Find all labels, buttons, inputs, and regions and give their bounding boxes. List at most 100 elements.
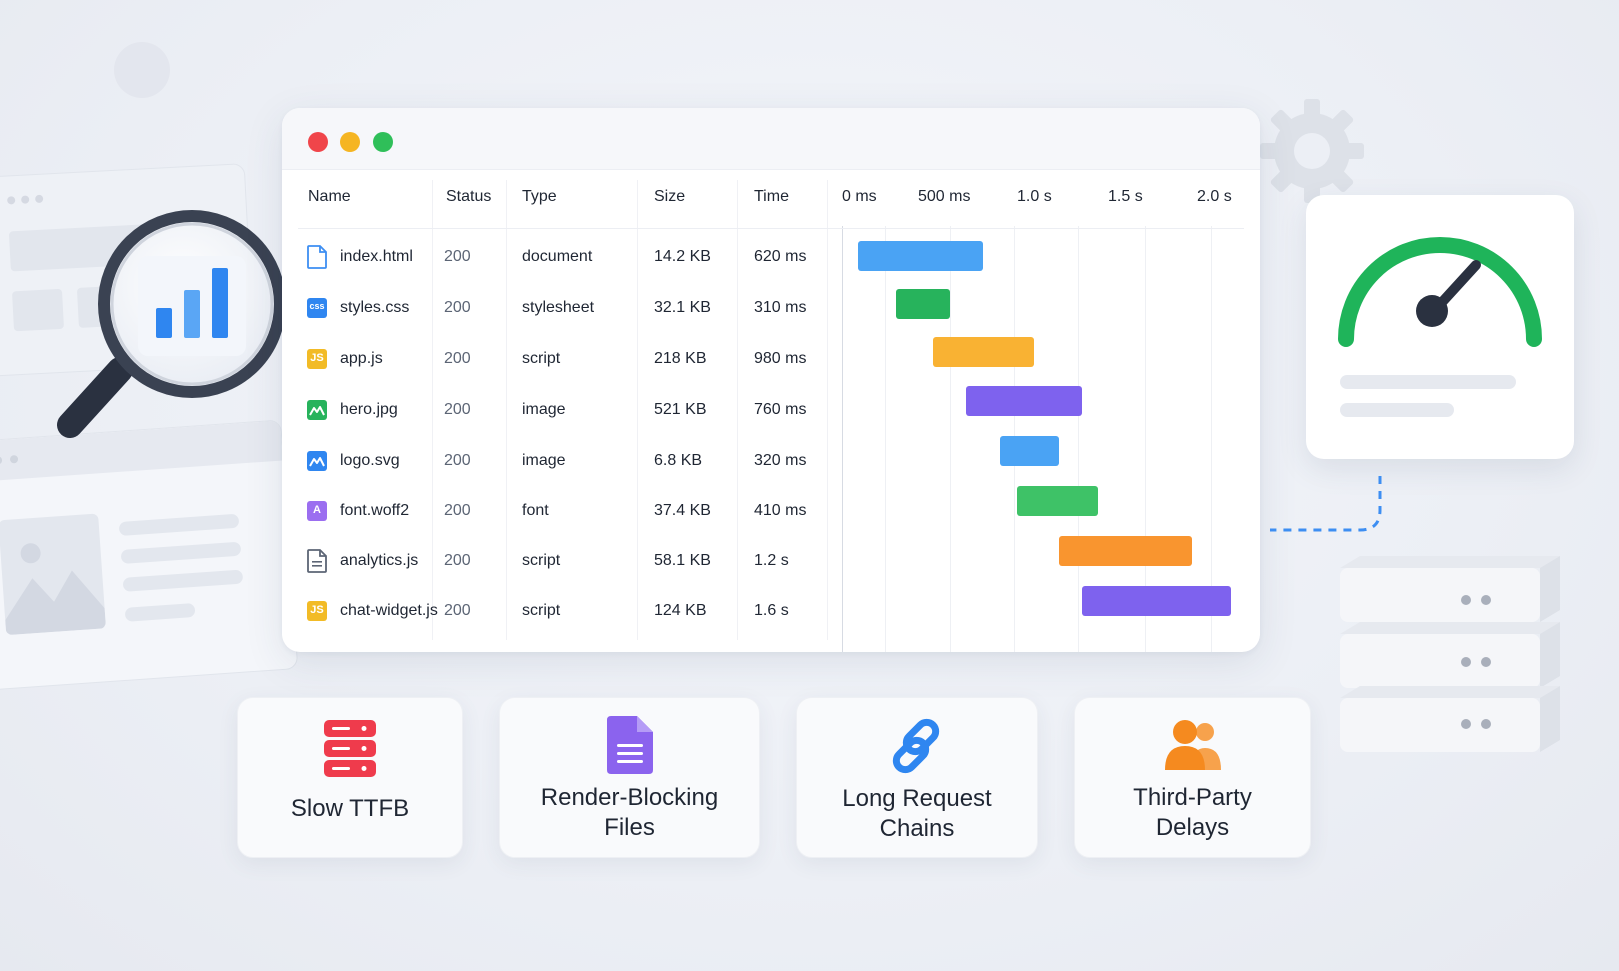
file-name: hero.jpg (340, 401, 398, 418)
card-label-line-1: Render-Blocking (540, 784, 719, 811)
load-time: 620 ms (754, 248, 807, 265)
load-time: 980 ms (754, 350, 807, 367)
minimize-window-button[interactable] (340, 132, 360, 152)
status-code: 200 (444, 350, 471, 367)
file-size: 37.4 KB (654, 502, 711, 519)
card-label: Slow TTFB (290, 795, 410, 822)
image-file-icon (306, 449, 328, 473)
waterfall-bar-hero.jpg[interactable] (966, 386, 1082, 416)
column-header-size[interactable]: Size (654, 188, 686, 205)
dashed-connector (1270, 476, 1382, 532)
table-row[interactable]: hero.jpg 200 image 521 KB 760 ms (282, 386, 1260, 436)
file-name: font.woff2 (340, 502, 410, 519)
file-size: 124 KB (654, 602, 707, 619)
timeline-tick-1: 500 ms (918, 188, 971, 205)
load-time: 1.2 s (754, 552, 789, 569)
magnifier-chart-icon (57, 210, 286, 438)
window-titlebar (282, 108, 1260, 170)
file-name: logo.svg (340, 452, 400, 469)
file-icon-label: A (313, 504, 321, 516)
speedometer-icon (1338, 237, 1542, 347)
link-chain-icon (892, 718, 940, 774)
file-name: chat-widget.js (340, 602, 438, 619)
gear-icon (1260, 99, 1364, 203)
waterfall-bar-analytics.js[interactable] (1059, 536, 1192, 566)
timeline-tick-4: 2.0 s (1197, 188, 1232, 205)
performance-gauge-card (1306, 195, 1574, 459)
table-row[interactable]: JS chat-widget.js 200 script 124 KB 1.6 s (282, 587, 1260, 637)
load-time: 310 ms (754, 299, 807, 316)
status-code: 200 (444, 299, 471, 316)
css-file-icon: css (306, 296, 328, 320)
html-file-icon (306, 245, 328, 269)
network-panel-window: Name Status Type Size Time 0 ms 500 ms 1… (282, 108, 1260, 652)
status-code: 200 (444, 602, 471, 619)
font-file-icon: A (306, 499, 328, 523)
timeline-tick-0: 0 ms (842, 188, 877, 205)
server-stack-illustration (1340, 556, 1560, 752)
column-header-type[interactable]: Type (522, 188, 557, 205)
background-webpage-illustration (0, 419, 299, 691)
column-header-time[interactable]: Time (754, 188, 789, 205)
status-code: 200 (444, 502, 471, 519)
file-name: app.js (340, 350, 383, 367)
resource-type: script (522, 552, 561, 569)
decorative-circle (114, 42, 170, 98)
card-label-line-2: Delays (1155, 814, 1230, 841)
waterfall-bar-logo.svg[interactable] (1000, 436, 1059, 466)
resource-type: font (522, 502, 549, 519)
file-size: 14.2 KB (654, 248, 711, 265)
load-time: 320 ms (754, 452, 807, 469)
status-code: 200 (444, 248, 471, 265)
close-window-button[interactable] (308, 132, 328, 152)
js-file-icon: JS (306, 347, 328, 371)
table-row[interactable]: logo.svg 200 image 6.8 KB 320 ms (282, 437, 1260, 487)
timeline-tick-3: 1.5 s (1108, 188, 1143, 205)
file-size: 58.1 KB (654, 552, 711, 569)
card-third-party-delays[interactable]: Third-Party Delays (1074, 697, 1311, 858)
column-header-status[interactable]: Status (446, 188, 492, 205)
users-icon (1164, 720, 1221, 770)
card-label-line-2: Files (604, 814, 655, 841)
card-render-blocking-files[interactable]: Render-Blocking Files (499, 697, 760, 858)
file-icon-label: JS (310, 352, 324, 364)
status-code: 200 (444, 401, 471, 418)
resource-type: image (522, 401, 566, 418)
waterfall-start-line (842, 226, 843, 652)
table-row[interactable]: css styles.css 200 stylesheet 32.1 KB 310 ms (282, 284, 1260, 334)
table-row[interactable]: analytics.js 200 script 58.1 KB 1.2 s (282, 537, 1260, 587)
resource-type: script (522, 602, 561, 619)
column-header-name[interactable]: Name (308, 188, 351, 205)
table-row[interactable]: JS app.js 200 script 218 KB 980 ms (282, 335, 1260, 385)
resource-type: image (522, 452, 566, 469)
table-row[interactable]: index.html 200 document 14.2 KB 620 ms (282, 233, 1260, 283)
waterfall-bar-index.html[interactable] (858, 241, 983, 271)
timeline-tick-2: 1.0 s (1017, 188, 1052, 205)
maximize-window-button[interactable] (373, 132, 393, 152)
waterfall-bar-app.js[interactable] (933, 337, 1034, 367)
image-placeholder-icon (0, 513, 107, 636)
card-slow-ttfb[interactable]: Slow TTFB (237, 697, 463, 858)
waterfall-bar-font.woff2[interactable] (1017, 486, 1098, 516)
card-label-line-2: Chains (879, 815, 955, 842)
server-stack-icon (324, 720, 376, 777)
resource-type: stylesheet (522, 299, 595, 316)
file-size: 218 KB (654, 350, 707, 367)
load-time: 1.6 s (754, 602, 789, 619)
status-code: 200 (444, 552, 471, 569)
resource-type: document (522, 248, 593, 265)
status-code: 200 (444, 452, 471, 469)
file-icon-label: css (309, 301, 325, 311)
file-name: index.html (340, 248, 413, 265)
card-long-request-chains[interactable]: Long Request Chains (796, 697, 1038, 858)
js-file-icon: JS (306, 599, 328, 623)
waterfall-bar-chat-widget.js[interactable] (1082, 586, 1231, 616)
file-name: styles.css (340, 299, 410, 316)
card-label-line-1: Third-Party (1133, 784, 1252, 811)
image-file-icon (306, 398, 328, 422)
card-label-line-1: Long Request (842, 785, 992, 812)
document-icon (606, 716, 653, 774)
resource-type: script (522, 350, 561, 367)
waterfall-bar-styles.css[interactable] (896, 289, 950, 319)
